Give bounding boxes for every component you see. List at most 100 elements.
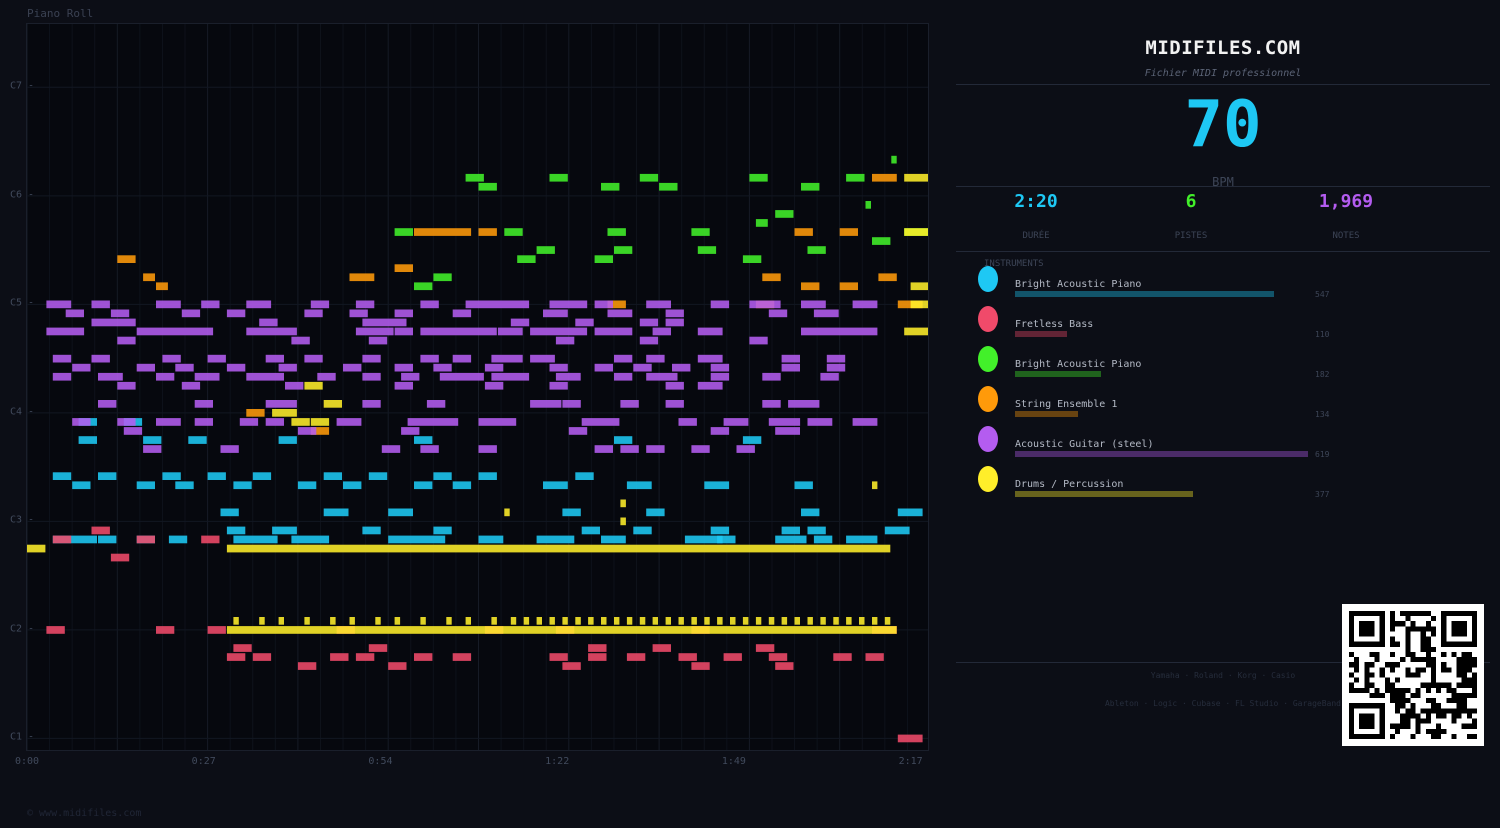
qr-module [1446, 687, 1452, 693]
note [781, 354, 800, 363]
qr-module [1425, 662, 1431, 668]
note [420, 300, 439, 309]
note [633, 363, 652, 372]
qr-module [1430, 733, 1437, 739]
note [801, 300, 826, 309]
note [246, 300, 272, 309]
note [807, 418, 833, 426]
qr-module [1379, 631, 1385, 637]
qr-module [1349, 703, 1355, 709]
qr-module [1364, 631, 1370, 637]
note [788, 400, 820, 408]
qr-module [1451, 718, 1457, 724]
note [581, 418, 620, 426]
qr-module [1430, 662, 1437, 668]
qr-module [1430, 672, 1437, 678]
qr-module [1425, 718, 1431, 724]
qr-module [1456, 692, 1462, 699]
time-tick-label: 0:54 [368, 756, 393, 767]
qr-module [1461, 662, 1467, 668]
qr-module [1471, 621, 1477, 627]
note [349, 617, 355, 625]
note [265, 400, 297, 408]
note [226, 309, 246, 318]
note [710, 300, 730, 309]
note [478, 228, 497, 236]
qr-module [1400, 657, 1406, 663]
note [910, 282, 928, 291]
note [246, 409, 265, 417]
pitch-tick-label: C7 - [10, 80, 35, 92]
note [555, 372, 581, 381]
instrument-name: Acoustic Guitar (steel) [1015, 439, 1154, 450]
stat-duration: 2:20 DURÉE [956, 191, 1116, 241]
qr-module [1400, 698, 1406, 704]
note [639, 617, 646, 625]
qr-module [1364, 626, 1370, 632]
note [594, 327, 633, 336]
note [355, 653, 375, 661]
note [394, 381, 413, 390]
note [601, 535, 626, 544]
qr-module [1430, 708, 1437, 714]
qr-module [1420, 682, 1426, 688]
qr-module [1441, 682, 1447, 688]
qr-module [1466, 677, 1472, 683]
note [646, 508, 665, 517]
note [156, 300, 181, 309]
qr-module [1400, 703, 1406, 709]
note [646, 445, 665, 453]
note [401, 427, 420, 435]
qr-module [1349, 733, 1355, 739]
note [852, 300, 878, 309]
note [820, 372, 839, 381]
note [665, 309, 684, 318]
instrument-row: Acoustic Guitar (steel) 619 [956, 425, 1490, 465]
note [136, 327, 214, 336]
stat-tracks: 6 PISTES [1111, 191, 1271, 241]
note [46, 300, 72, 309]
note [530, 354, 555, 363]
note [652, 617, 658, 625]
qr-module [1415, 657, 1421, 663]
note [123, 427, 143, 435]
stat-duration-label: DURÉE [1022, 231, 1050, 241]
note [768, 309, 788, 318]
note [343, 363, 362, 372]
qr-module [1446, 641, 1452, 647]
note [775, 427, 800, 435]
note [549, 617, 555, 625]
note [904, 327, 928, 336]
qr-module [1471, 733, 1477, 739]
note [420, 327, 497, 336]
note [194, 418, 213, 426]
qr-module [1384, 682, 1390, 688]
note [297, 662, 317, 670]
qr-module [1349, 728, 1355, 734]
note [872, 237, 891, 245]
note [549, 381, 568, 390]
qr-module [1410, 672, 1416, 678]
note [530, 400, 562, 408]
note [794, 481, 813, 490]
note [504, 508, 510, 517]
qr-module [1451, 641, 1457, 647]
instrument-note-bar [1015, 291, 1274, 297]
qr-module [1461, 677, 1467, 683]
note [156, 372, 175, 381]
note [246, 327, 297, 336]
note [549, 363, 568, 372]
note [381, 445, 401, 453]
qr-module [1441, 611, 1447, 617]
qr-module [1405, 641, 1411, 647]
qr-module [1471, 662, 1477, 668]
note [388, 662, 407, 670]
qr-module [1410, 713, 1416, 719]
qr-module [1461, 703, 1467, 709]
qr-module [1451, 621, 1457, 627]
qr-module [1384, 687, 1390, 693]
note [343, 481, 362, 490]
note [310, 427, 330, 435]
qr-module [1456, 667, 1462, 673]
qr-module [1456, 621, 1462, 627]
